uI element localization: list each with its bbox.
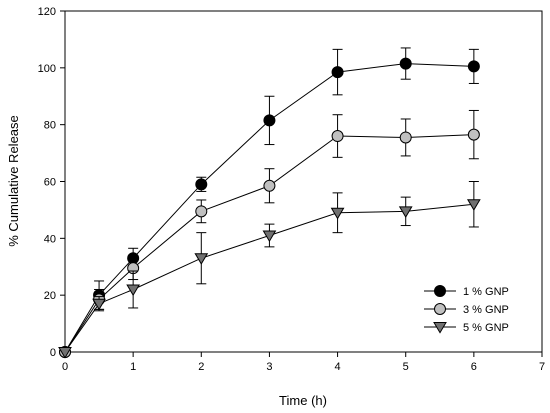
data-point	[195, 205, 208, 218]
series-layer	[58, 47, 481, 359]
data-point	[195, 178, 208, 191]
data-point	[126, 284, 141, 297]
data-point	[58, 347, 72, 359]
y-tick-label: 100	[38, 63, 56, 75]
legend-marker	[433, 322, 447, 334]
series-3	[58, 181, 481, 359]
legend: 1 % GNP 3 % GNP 5 % GNP	[424, 285, 509, 334]
series-line	[64, 203, 474, 353]
data-point	[331, 130, 344, 143]
y-tick-label: 0	[50, 347, 56, 359]
y-axis: 0 20 40 60 80 100 120	[38, 6, 65, 359]
data-point	[467, 60, 480, 73]
series-line	[64, 134, 474, 353]
data-point	[467, 128, 480, 141]
legend-label: 3 % GNP	[463, 304, 509, 316]
x-tick-label: 4	[335, 361, 341, 373]
x-axis: 0 1 2 3 4 5 6 7	[62, 352, 545, 373]
y-axis-title: % Cumulative Release	[6, 115, 21, 247]
data-point	[398, 206, 413, 219]
y-tick-label: 60	[44, 177, 56, 189]
x-tick-label: 5	[403, 361, 409, 373]
legend-marker	[434, 285, 446, 297]
y-tick-label: 120	[38, 6, 56, 18]
data-point	[466, 199, 481, 211]
data-point	[263, 179, 276, 192]
x-tick-label: 7	[539, 361, 545, 373]
x-tick-label: 2	[198, 361, 204, 373]
legend-label: 1 % GNP	[463, 286, 509, 298]
data-point	[263, 114, 276, 127]
legend-label: 5 % GNP	[463, 322, 509, 334]
y-tick-label: 40	[44, 233, 56, 245]
x-axis-title: Time (h)	[279, 393, 327, 408]
x-tick-label: 1	[130, 361, 136, 373]
legend-marker	[434, 303, 446, 315]
x-tick-label: 6	[471, 361, 477, 373]
y-tick-label: 80	[44, 120, 56, 132]
data-point	[330, 207, 345, 220]
data-point	[262, 230, 277, 243]
data-point	[399, 131, 412, 144]
x-tick-label: 3	[266, 361, 272, 373]
y-tick-label: 20	[44, 290, 56, 302]
data-point	[194, 253, 209, 265]
x-tick-label: 0	[62, 361, 68, 373]
data-point	[331, 66, 344, 79]
series-line	[64, 63, 474, 353]
data-point	[399, 57, 412, 70]
data-point	[92, 298, 106, 311]
